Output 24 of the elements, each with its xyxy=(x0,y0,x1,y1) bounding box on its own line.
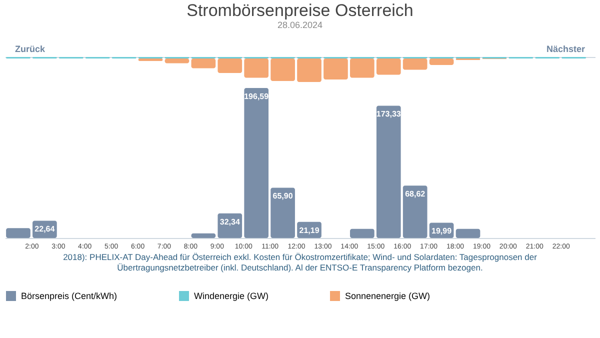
bar xyxy=(244,88,269,238)
bar xyxy=(350,228,374,238)
text: 2018): PHELIX-AT Day-Ahead für Österreich exkl. Kosten für Ökostromzertifikate; Wind- und Solardaten: Tagesprognosen der Übertragungsnetzbetreiber (inkl. Deutschland). Al der ENTSO-E Transparency Platform bezogen. xyxy=(63,252,538,272)
text: Nächster xyxy=(546,44,586,54)
bar xyxy=(6,228,30,238)
bar xyxy=(456,228,480,238)
chart-subtitle: 28.06.2024 xyxy=(277,20,323,30)
text: Zurück xyxy=(15,44,46,54)
data-label: 32,34 xyxy=(220,217,240,226)
data-label: 173,33 xyxy=(376,110,402,119)
data-label: 21,19 xyxy=(299,226,320,235)
bar xyxy=(270,188,295,238)
data-label: 65,90 xyxy=(272,192,294,201)
chart-title: Strombörsenpreise Osterreich xyxy=(186,1,414,20)
legend-label: Sonnenenergie (GW) xyxy=(345,291,430,301)
data-label: 19,99 xyxy=(432,226,452,236)
bar xyxy=(376,106,401,238)
bar xyxy=(191,233,216,238)
legend-label: Windenergie (GW) xyxy=(194,291,269,301)
bar xyxy=(402,186,428,238)
data-label: 196,59 xyxy=(244,92,270,101)
data-label: 68,62 xyxy=(405,190,426,199)
data-label: 22,64 xyxy=(34,224,56,234)
legend-label: Börsenpreis (Cent/kWh) xyxy=(21,291,118,301)
